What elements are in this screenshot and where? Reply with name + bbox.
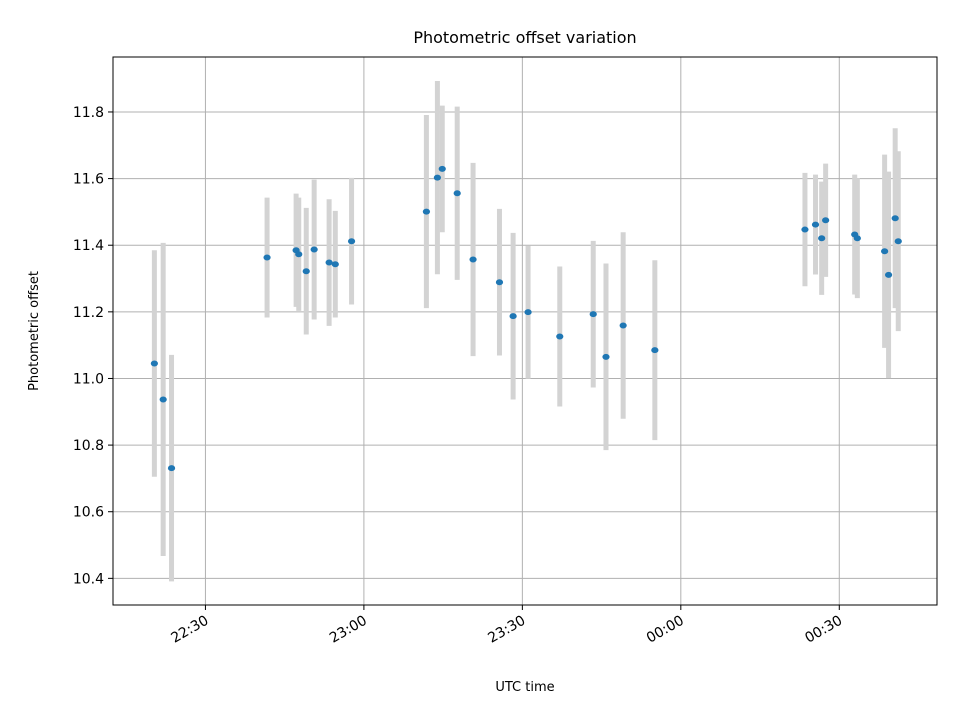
data-point: [619, 322, 627, 329]
x-tick-label: 23:30: [485, 613, 528, 647]
data-point: [589, 311, 597, 318]
data-point: [469, 256, 477, 263]
data-point: [263, 254, 271, 261]
y-tick-label: 10.8: [73, 438, 104, 454]
data-point: [853, 235, 861, 242]
y-tick-label: 11.6: [73, 172, 104, 188]
y-tick-label: 10.4: [73, 571, 104, 587]
data-point: [422, 208, 431, 215]
data-point: [347, 238, 356, 245]
data-point: [811, 221, 820, 228]
data-point: [818, 235, 826, 242]
data-point: [325, 259, 333, 266]
data-point: [167, 465, 176, 472]
x-axis-label: UTC time: [495, 680, 554, 695]
data-point: [150, 360, 158, 367]
data-point: [524, 309, 532, 316]
data-point: [310, 246, 318, 253]
data-point: [884, 271, 893, 278]
grid-lines: [113, 57, 937, 605]
data-point: [495, 279, 504, 286]
data-point: [822, 217, 830, 224]
data-point: [295, 251, 303, 258]
y-tick-label: 11.0: [73, 371, 104, 387]
data-points: [150, 165, 902, 472]
y-tick-label: 11.2: [73, 305, 104, 321]
data-point: [509, 313, 517, 320]
data-point: [556, 333, 564, 340]
y-axis-label: Photometric offset: [27, 271, 42, 391]
data-point: [438, 165, 446, 172]
y-tick-label: 10.6: [73, 505, 104, 521]
x-tick-label: 23:00: [327, 613, 370, 647]
y-tick-label: 11.4: [73, 238, 104, 254]
y-axis-ticks: 10.4 10.6 10.8 11.0 11.2 11.4 11.6 11.8: [73, 105, 113, 587]
x-tick-label: 22:30: [168, 613, 211, 647]
y-tick-label: 11.8: [73, 105, 104, 121]
data-point: [302, 268, 310, 275]
plot-frame: [112, 56, 938, 606]
data-point: [891, 215, 899, 222]
x-axis-ticks: 22:30 23:00 23:30 00:00 00:30: [168, 605, 845, 647]
chart-title: Photometric offset variation: [413, 28, 636, 47]
data-point: [894, 238, 902, 245]
data-point: [881, 248, 889, 255]
data-point: [331, 261, 339, 268]
data-point: [651, 347, 659, 354]
data-point: [159, 396, 167, 403]
error-bars: [151, 80, 901, 582]
data-point: [453, 190, 461, 197]
data-point: [433, 174, 442, 181]
x-tick-label: 00:00: [644, 613, 687, 647]
x-tick-label: 00:30: [802, 613, 845, 647]
data-point: [602, 353, 610, 360]
data-point: [801, 226, 809, 233]
